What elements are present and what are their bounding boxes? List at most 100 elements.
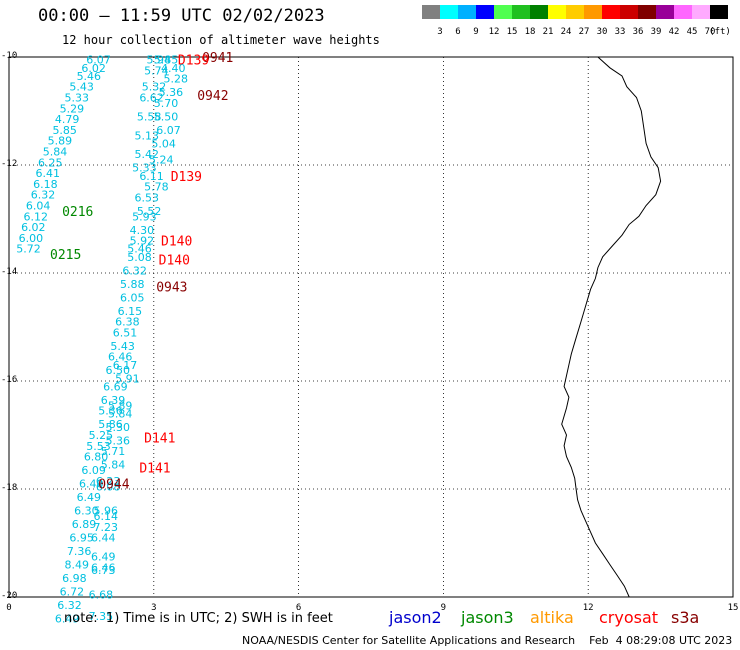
wave-height-label: 4.79: [55, 113, 80, 126]
track-label: D141: [144, 432, 175, 447]
wave-height-label: 5.24: [149, 154, 174, 167]
chart-title: 00:00 — 11:59 UTC 02/02/2023: [38, 6, 325, 26]
wave-height-label: 5.52: [137, 205, 162, 218]
wave-height-label: 5.13: [134, 129, 159, 142]
wave-height-label: 5.50: [154, 110, 179, 123]
colorbar-swatch: [494, 5, 512, 19]
wave-height-label: 6.46: [108, 351, 132, 364]
wave-height-label: 5.85: [52, 124, 77, 137]
wave-height-label: 5.88: [120, 278, 145, 291]
wave-height-label: 5.36: [98, 405, 123, 418]
wave-height-label: 6.62: [139, 92, 164, 105]
colorbar-swatch: [692, 5, 710, 19]
colorbar-label: 42: [668, 27, 680, 37]
colorbar-swatch: [620, 5, 638, 19]
x-tick-label: 12: [582, 603, 594, 613]
coastline: [561, 56, 662, 598]
wave-height-label: 5.94: [147, 54, 172, 67]
wave-height-label: 6.72: [60, 586, 85, 599]
wave-height-label: 6.68: [89, 588, 114, 601]
wave-height-label: 6.38: [115, 316, 140, 329]
track-label: 0942: [197, 89, 228, 104]
track-label: 0943: [156, 281, 187, 296]
wave-height-label: 4.40: [161, 62, 186, 75]
wave-height-label: 6.04: [26, 200, 51, 213]
wave-height-label: 5.04: [151, 137, 176, 150]
wave-height-label: 5.46: [77, 70, 102, 83]
plot-frame: [8, 56, 734, 598]
wave-height-label: 6.44: [91, 532, 116, 545]
colorbar-swatch: [548, 5, 566, 19]
colorbar-label: 24: [560, 27, 572, 37]
wave-height-label: 6.49: [77, 491, 102, 504]
wave-height-label: 5.92: [130, 235, 155, 248]
wave-height-label: 5.89: [48, 135, 73, 148]
wave-height-label: 5.36: [106, 434, 130, 447]
wave-height-label: 6.02: [21, 221, 46, 234]
track-label: 0216: [62, 205, 93, 220]
colorbar-label: 39: [650, 27, 662, 37]
colorbar-swatch: [656, 5, 674, 19]
wave-height-label: 5.78: [144, 181, 169, 194]
colorbar-swatch: [584, 5, 602, 19]
x-tick-label: 3: [151, 603, 157, 613]
wave-height-label: 6.12: [23, 210, 48, 223]
colorbar-label: 15: [506, 27, 518, 37]
track-label: D140: [161, 235, 192, 250]
wave-height-label: 6.15: [118, 305, 143, 318]
wave-height-label: 5.96: [93, 505, 118, 518]
track-label: 0941: [202, 51, 233, 66]
wave-height-label: 6.69: [103, 380, 128, 393]
colorbar-swatch: [440, 5, 458, 19]
wave-height-label: 5.84: [101, 459, 126, 472]
wave-height-label: 5.74: [144, 65, 169, 78]
wave-height-label: 6.25: [38, 156, 63, 169]
wave-height-label: 6.23: [96, 475, 121, 488]
wave-height-label: 6.53: [134, 191, 159, 204]
colorbar-swatch: [602, 5, 620, 19]
wave-height-label: 6.32: [57, 599, 81, 612]
y-tick-label: -10: [1, 51, 18, 61]
wave-height-label: 6.50: [106, 364, 130, 377]
wave-height-label: 6.46: [91, 561, 116, 574]
wave-height-label: 5.58: [137, 110, 162, 123]
wave-height-label: 6.14: [93, 510, 118, 523]
satellite-name: altika: [530, 608, 574, 627]
wave-height-label: 6.07: [156, 124, 181, 137]
wave-height-label: 6.30: [74, 505, 99, 518]
wave-height-label: 6.98: [62, 572, 87, 585]
wave-height-label: 7.36: [67, 545, 92, 558]
track-label: D139: [178, 54, 209, 69]
wave-height-label: 5.36: [159, 86, 184, 99]
wave-height-label: 6.49: [55, 613, 80, 626]
colorbar-swatch: [458, 5, 476, 19]
wave-height-label: 5.30: [106, 421, 130, 434]
colorbar-label: 30: [596, 27, 608, 37]
wave-height-label: 5.84: [43, 146, 68, 159]
chart-subtitle: 12 hour collection of altimeter wave hei…: [62, 33, 380, 47]
wave-height-label: 6.07: [86, 54, 111, 67]
x-tick-label: 15: [727, 603, 739, 613]
wave-height-label: 8.49: [65, 559, 90, 572]
wave-height-label: 5.42: [134, 148, 159, 161]
wave-height-label: 6.05: [120, 291, 145, 304]
wave-height-label: 5.43: [110, 340, 135, 353]
wave-height-label: 6.08: [96, 480, 121, 493]
wave-height-label: 5.89: [108, 399, 132, 412]
colorbar-swatch: [638, 5, 656, 19]
wave-height-label: 5.71: [101, 445, 126, 458]
y-tick-label: -12: [1, 159, 18, 169]
colorbar-swatch: [530, 5, 548, 19]
y-tick-label: -16: [1, 375, 18, 385]
satellite-name: cryosat: [599, 608, 659, 627]
wave-height-label: 5.86: [98, 418, 123, 431]
wave-height-label: 6.95: [69, 532, 94, 545]
wave-height-label: 4.30: [130, 224, 155, 237]
wave-height-label: 6.02: [81, 62, 106, 75]
wave-height-label: 6.32: [122, 264, 147, 277]
satellite-name: s3a: [671, 608, 700, 627]
wave-height-label: 5.33: [65, 92, 90, 105]
wave-height-label: 6.32: [31, 189, 56, 202]
colorbar-label: 18: [524, 27, 536, 37]
wave-height-label: 6.49: [91, 551, 116, 564]
